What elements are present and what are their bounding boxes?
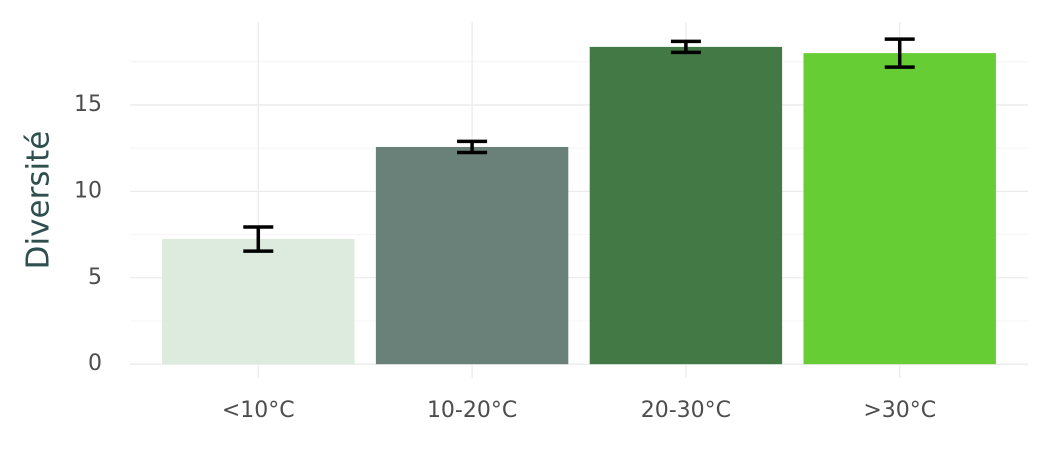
bar (162, 239, 355, 365)
y-tick-label: 15 (74, 92, 102, 117)
y-tick-label: 5 (88, 265, 102, 290)
y-tick-label: 10 (74, 178, 102, 203)
error-bar (884, 37, 915, 69)
y-axis-label: Diversité (21, 131, 57, 270)
x-tick-label: <10°C (222, 398, 295, 423)
y-tick-label: 0 (88, 351, 102, 376)
bar (589, 46, 783, 365)
error-bar (670, 39, 701, 55)
error-bar (457, 139, 488, 155)
error-bar (243, 225, 274, 253)
bar (375, 146, 569, 365)
x-tick-label: 10-20°C (427, 398, 517, 423)
bar (803, 53, 996, 365)
x-tick-label: 20-30°C (641, 398, 731, 423)
x-tick-label: >30°C (863, 398, 936, 423)
